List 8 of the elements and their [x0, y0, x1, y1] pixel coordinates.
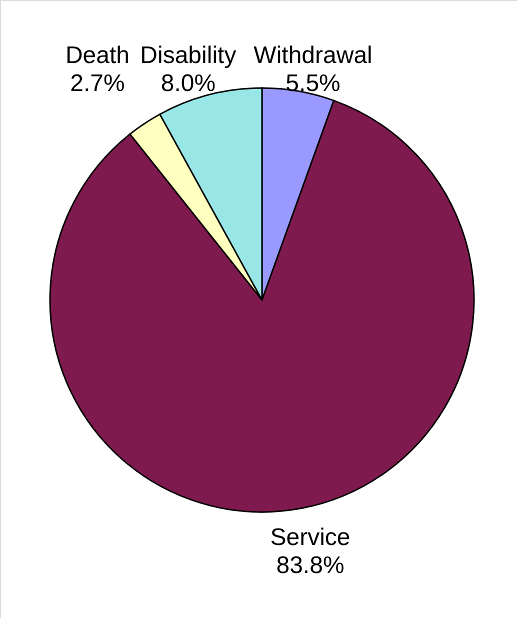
- data-label: 5.5%: [286, 70, 340, 97]
- slice-label: Disability: [140, 42, 236, 69]
- data-label: 8.0%: [160, 70, 216, 97]
- data-label: 83.8%: [276, 552, 344, 579]
- slice-label: Death: [65, 42, 130, 69]
- slice-label: Service: [270, 524, 350, 551]
- data-label: 2.7%: [70, 70, 125, 97]
- slice-label: Withdrawal: [254, 42, 372, 69]
